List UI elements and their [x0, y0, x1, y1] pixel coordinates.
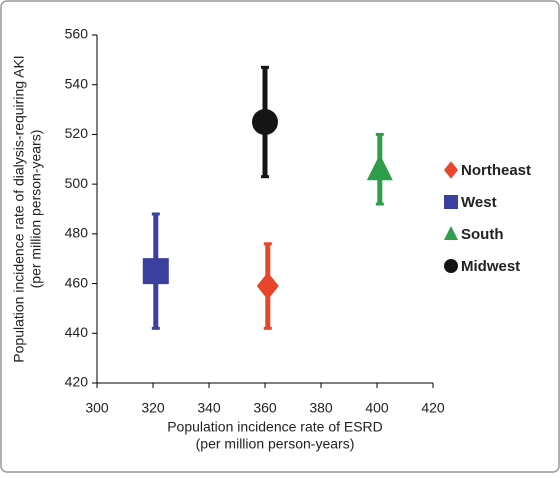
x-tick-label: 380	[309, 400, 333, 416]
legend-marker	[444, 161, 458, 179]
marker	[142, 258, 169, 285]
y-tick-label: 480	[65, 225, 89, 241]
y-tick-label: 520	[65, 125, 89, 141]
x-tick-label: 400	[365, 400, 389, 416]
x-tick-label: 320	[141, 400, 165, 416]
legend-marker	[444, 225, 458, 240]
x-axis-label: (per million person-years)	[196, 436, 355, 452]
y-axis-label: (per million person-years)	[28, 130, 44, 289]
y-tick-label: 560	[65, 26, 89, 42]
marker	[366, 154, 393, 181]
legend-label: West	[461, 194, 497, 211]
y-axis-label: Population incidence rate of dialysis-re…	[11, 55, 27, 362]
y-tick-label: 420	[65, 374, 89, 390]
legend-label: South	[461, 226, 504, 243]
x-tick-label: 420	[421, 400, 445, 416]
y-tick-label: 440	[65, 324, 89, 340]
x-axis-label: Population incidence rate of ESRD	[167, 419, 383, 435]
x-tick-label: 360	[253, 400, 277, 416]
legend-label: Northeast	[461, 162, 531, 179]
x-tick-label: 300	[85, 400, 109, 416]
x-tick-label: 340	[197, 400, 221, 416]
legend-label: Midwest	[461, 258, 520, 275]
y-tick-label: 500	[65, 175, 89, 191]
marker	[252, 109, 278, 135]
marker	[256, 272, 279, 300]
legend-marker	[444, 259, 458, 273]
y-tick-label: 540	[65, 75, 89, 91]
legend-marker	[444, 195, 458, 209]
y-tick-label: 460	[65, 274, 89, 290]
